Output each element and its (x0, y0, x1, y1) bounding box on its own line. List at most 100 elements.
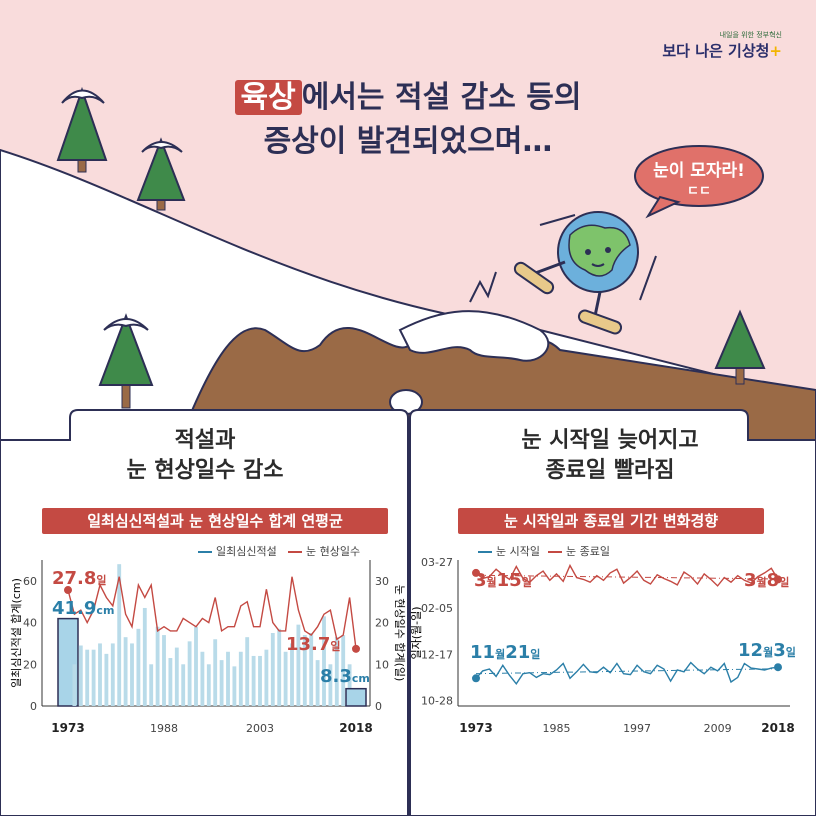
x-tick-label: 2003 (246, 722, 274, 735)
callout-days-start: 27.8일 (52, 568, 107, 589)
x-tick-label: 2018 (761, 721, 794, 735)
bar (155, 626, 160, 706)
bar (296, 624, 301, 706)
series-end-point (774, 575, 782, 584)
bar (174, 647, 179, 706)
snow-bar-chart: 0 20 40 60 0 10 20 30 일최심신적설 합계(cm) 눈 현상일수 합계(일) 일… (9, 544, 407, 735)
bar (315, 660, 320, 706)
bar (162, 635, 166, 706)
bar (72, 664, 77, 706)
callout-unit: cm (96, 604, 114, 617)
speech-sub: ㄷㄷ (687, 184, 711, 199)
y2-tick-label: 10 (375, 658, 389, 671)
bar (187, 641, 192, 706)
bar (245, 637, 250, 706)
logo-tagline: 내일을 위한 정부혁신 (719, 31, 782, 39)
y-tick-label: 0 (30, 700, 37, 713)
bar (104, 653, 109, 706)
trend-line (475, 668, 779, 675)
callout-unit: 일 (530, 647, 540, 661)
x-tick-label: 1973 (51, 721, 84, 735)
headline-line1: 육상 에서는 적설 감소 등의 (0, 76, 816, 120)
kma-logo: 내일을 위한 정부혁신 보다 나은 기상청+ (662, 30, 782, 61)
bar (347, 664, 352, 706)
callout-unit: 월 (487, 575, 497, 589)
callout-value: 8 (767, 570, 780, 591)
bar (277, 628, 282, 706)
callout-unit: 일 (96, 573, 106, 587)
bar (213, 639, 218, 706)
x-tick-label: 1973 (459, 721, 492, 735)
y-tick-label: 02-05 (421, 602, 453, 615)
headline-line1-rest: 에서는 적설 감소 등의 (301, 80, 582, 115)
speech-bubble-shape (634, 145, 764, 219)
callout-unit: 월 (495, 647, 505, 661)
callout-value: 21 (505, 642, 530, 663)
headline-highlight: 육상 (234, 80, 302, 115)
bar (110, 643, 115, 706)
right-title-line2: 종료일 빨라짐 (545, 458, 675, 483)
bar (309, 633, 314, 706)
bar (181, 664, 186, 706)
bar (194, 626, 198, 706)
bar (251, 655, 256, 706)
days-series-line (67, 576, 357, 649)
y-axis-title: 일자(월-일) (410, 606, 423, 659)
callout-start-first: 11월21일 (470, 642, 540, 663)
bar (283, 651, 288, 706)
y2-tick-label: 0 (375, 700, 382, 713)
pine-tree (98, 313, 154, 409)
legend-label-end: 눈 종료일 (566, 544, 610, 558)
left-title-line1: 적설과 (174, 428, 236, 453)
callout-unit: 월 (763, 645, 773, 659)
series-end-point (774, 663, 782, 672)
bar (136, 628, 141, 706)
y-tick-label: 20 (23, 658, 37, 671)
series-start-point (472, 568, 480, 577)
trend-line (475, 574, 779, 580)
pine-tree (136, 137, 186, 211)
callout-value: 15 (497, 570, 522, 591)
series-start-point (472, 674, 480, 683)
bar (328, 664, 333, 706)
bar (168, 658, 173, 706)
bar (302, 635, 307, 706)
y-tick-label: 40 (23, 617, 37, 630)
x-tick-label: 1988 (150, 722, 178, 735)
y2-tick-label: 20 (375, 617, 389, 630)
callout-start-last: 12월3일 (738, 640, 796, 661)
callout-unit: cm (352, 672, 370, 685)
speech-text: 눈이 모자라! (653, 161, 745, 181)
bar (98, 643, 102, 706)
bar (290, 643, 294, 706)
snow-patch (398, 310, 550, 362)
callout-snow-end: 8.3cm (320, 666, 370, 687)
callout-unit: 월 (757, 575, 767, 589)
callout-unit: 일 (779, 575, 789, 589)
bar (232, 666, 237, 706)
callout-snow-start: 41.9cm (52, 598, 114, 619)
callout-end-last: 3월8일 (744, 570, 789, 591)
bar (258, 655, 262, 706)
y-tick-label: 12-17 (421, 648, 453, 661)
bar (226, 651, 230, 706)
left-panel-title: 적설과 눈 현상일수 감소 (40, 426, 370, 486)
headline: 육상 에서는 적설 감소 등의 증상이 발견되었으며… (0, 76, 816, 164)
pine-tree (714, 309, 766, 385)
callout-end-first: 3월15일 (474, 570, 532, 591)
y-tick-label: 60 (23, 575, 37, 588)
days-start-point (64, 586, 72, 595)
bar (334, 637, 339, 706)
bar (142, 607, 147, 706)
y2-axis-title: 눈 현상일수 합계(일) (393, 585, 407, 682)
right-chart-banner: 눈 시작일과 종료일 기간 변화경향 (458, 508, 764, 534)
bar (117, 564, 122, 706)
bar (322, 616, 326, 706)
x-tick-label: 2018 (339, 721, 372, 735)
bar (345, 687, 367, 707)
bar (264, 649, 269, 706)
bar (238, 651, 243, 706)
y2-tick-label: 30 (375, 575, 389, 588)
